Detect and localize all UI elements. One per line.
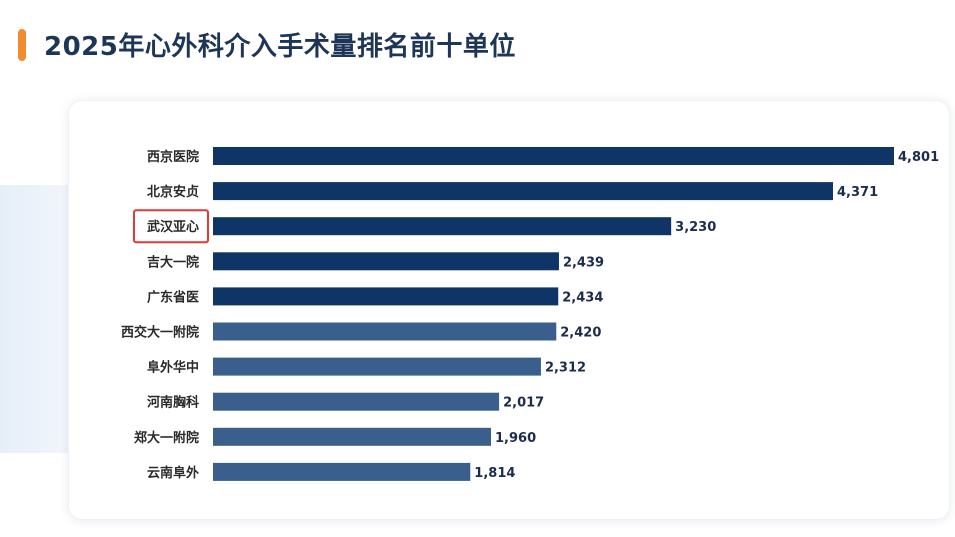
value-label: 2,439 <box>563 255 604 270</box>
bar <box>213 217 672 236</box>
background-band <box>0 185 80 453</box>
category-label: 西交大一附院 <box>121 325 199 341</box>
value-label: 4,801 <box>898 150 939 165</box>
bar <box>213 462 471 481</box>
bar <box>213 427 492 446</box>
value-label: 2,017 <box>503 396 544 411</box>
value-label: 1,814 <box>474 466 515 481</box>
value-label: 4,371 <box>837 185 878 200</box>
highlight-box <box>133 209 209 244</box>
bar <box>213 147 894 165</box>
bar <box>213 287 559 306</box>
value-label: 2,312 <box>545 361 586 376</box>
value-label: 2,420 <box>560 326 601 341</box>
value-label: 3,230 <box>675 220 716 235</box>
value-label: 2,434 <box>562 290 603 305</box>
bar <box>213 252 559 271</box>
category-label: 阜外华中 <box>147 360 199 376</box>
page-title: 2025年心外科介入手术量排名前十单位 <box>44 32 516 62</box>
category-label: 北京安贞 <box>147 184 199 200</box>
title-accent-bar <box>18 29 26 61</box>
category-label: 广东省医 <box>147 289 199 305</box>
category-label: 西京医院 <box>147 149 199 165</box>
value-label: 1,960 <box>495 431 536 446</box>
category-label: 郑大一附院 <box>134 430 199 446</box>
chart-card <box>68 100 950 520</box>
bar <box>213 357 541 376</box>
bar <box>213 392 500 411</box>
category-label: 云南阜外 <box>147 465 199 481</box>
category-label: 武汉亚心 <box>147 219 199 235</box>
category-label: 吉大一院 <box>147 254 199 270</box>
bar <box>213 322 557 341</box>
bar <box>213 182 834 201</box>
category-label: 河南胸科 <box>147 395 199 411</box>
